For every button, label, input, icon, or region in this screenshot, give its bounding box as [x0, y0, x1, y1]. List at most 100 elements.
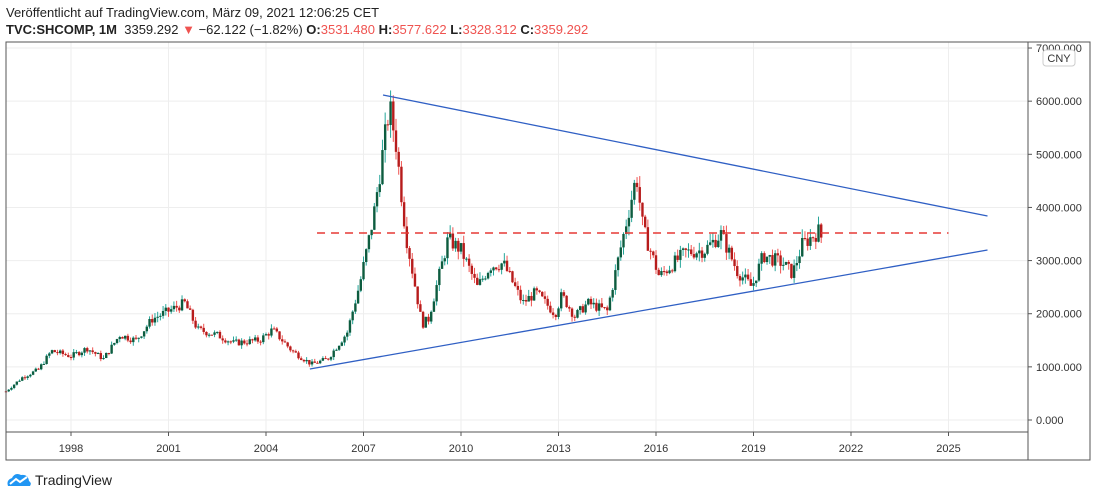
candle-up — [698, 250, 701, 254]
candle-down — [243, 340, 246, 344]
candle-up — [240, 340, 243, 346]
candle-up — [597, 303, 601, 311]
candle-down — [191, 309, 195, 321]
candle-up — [310, 361, 314, 365]
candle-up — [611, 289, 614, 298]
x-tick-label: 2016 — [644, 443, 668, 455]
candle-down — [495, 267, 498, 270]
tradingview-cloud-icon — [7, 474, 31, 486]
candle-down — [811, 237, 815, 239]
candle-down — [259, 341, 262, 343]
candle-up — [26, 376, 29, 378]
symbol[interactable]: TVC:SHCOMP, 1M — [6, 22, 117, 37]
candle-down — [722, 230, 725, 235]
candle-up — [719, 230, 723, 241]
candle-down — [643, 216, 647, 228]
candle-up — [140, 336, 143, 338]
candle-up — [21, 377, 24, 381]
candle-up — [773, 253, 777, 266]
candle-down — [327, 358, 330, 360]
candle-down — [733, 259, 736, 267]
candle-down — [291, 350, 295, 352]
candle-up — [213, 332, 216, 335]
x-tick-label: 2007 — [351, 443, 375, 455]
candle-down — [324, 358, 327, 360]
candle-up — [432, 301, 436, 312]
candle-up — [348, 320, 352, 333]
candle-up — [170, 309, 173, 312]
candle-down — [167, 307, 170, 312]
candle-down — [283, 341, 287, 343]
candle-down — [205, 331, 208, 336]
candle-up — [798, 256, 801, 264]
candle-up — [235, 339, 238, 341]
candle-down — [210, 334, 214, 336]
x-tick-label: 2010 — [449, 443, 473, 455]
candle-up — [446, 237, 449, 259]
candle-up — [148, 319, 151, 327]
candle-up — [706, 244, 709, 254]
candle-up — [72, 352, 75, 358]
candle-up — [159, 315, 162, 317]
candle-down — [245, 343, 249, 345]
candle-down — [392, 101, 395, 131]
candle-down — [589, 298, 593, 305]
candle-down — [820, 224, 823, 238]
candle-up — [755, 280, 758, 284]
candle-up — [389, 101, 392, 126]
candle-down — [497, 269, 501, 271]
candle-up — [113, 342, 116, 345]
candle-up — [795, 263, 799, 266]
candle-down — [538, 290, 541, 292]
candle-up — [527, 295, 530, 302]
candle-down — [99, 353, 102, 360]
candle-up — [809, 237, 812, 246]
candle-down — [714, 239, 717, 248]
candle-up — [346, 332, 349, 337]
candle-down — [470, 265, 474, 274]
candle-down — [272, 328, 276, 330]
candle-down — [313, 361, 316, 363]
candle-down — [654, 255, 658, 270]
candle-down — [308, 359, 311, 365]
candle-up — [105, 352, 108, 359]
candle-down — [803, 238, 807, 240]
candle-down — [573, 316, 576, 318]
tradingview-logo[interactable]: TradingView — [6, 472, 112, 488]
candle-down — [600, 303, 604, 308]
candle-down — [524, 299, 528, 302]
candle-up — [727, 247, 731, 253]
candle-up — [768, 255, 771, 257]
candle-up — [75, 352, 78, 354]
symbol-legend: TVC:SHCOMP, 1M 3359.292 ▼ −62.122 (−1.82… — [6, 22, 588, 37]
candle-up — [318, 360, 322, 364]
candle-up — [578, 306, 582, 311]
candle-down — [77, 352, 81, 356]
candle-down — [467, 258, 471, 266]
candle-down — [416, 286, 419, 305]
candle-up — [481, 278, 484, 280]
candle-down — [129, 340, 132, 343]
candle-up — [337, 345, 341, 350]
candle-down — [595, 302, 598, 311]
candle-down — [419, 304, 422, 312]
x-tick-label: 2022 — [839, 443, 863, 455]
candle-up — [679, 249, 682, 260]
candle-down — [457, 240, 460, 252]
candle-down — [397, 151, 400, 167]
y-tick-label: 6000.000 — [1036, 96, 1082, 108]
candle-up — [440, 261, 444, 269]
candle-down — [530, 295, 533, 301]
candle-up — [708, 242, 712, 245]
candle-down — [549, 305, 552, 313]
candle-down — [511, 271, 514, 283]
candle-down — [286, 342, 289, 347]
down-arrow-icon: ▼ — [182, 22, 195, 37]
candle-down — [37, 368, 40, 370]
candle-down — [23, 377, 27, 379]
candle-up — [343, 336, 346, 343]
candle-down — [53, 350, 56, 353]
candle-down — [519, 289, 522, 301]
candle-up — [752, 283, 755, 286]
